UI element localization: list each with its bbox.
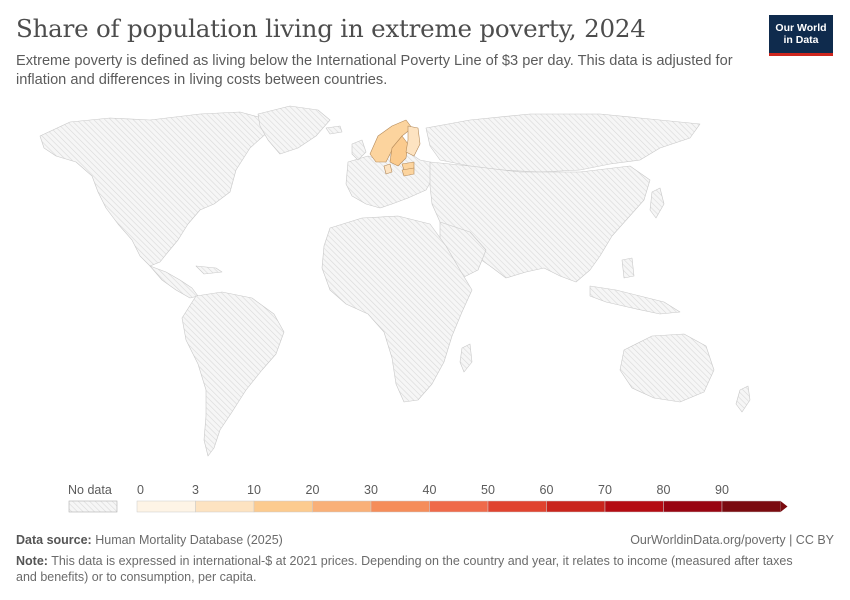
footer-link[interactable]: OurWorldinData.org/poverty | CC BY — [630, 533, 834, 547]
legend-tick-label: 30 — [364, 483, 378, 497]
chart-title: Share of population living in extreme po… — [16, 14, 646, 43]
region-finland[interactable] — [405, 125, 421, 157]
chart-subtitle: Extreme poverty is defined as living bel… — [16, 53, 733, 88]
map-legend: No data 0 3 10 20 30 40 50 60 70 80 90 — [68, 483, 788, 513]
note-label: Note: — [16, 554, 48, 568]
legend-tick-label: 10 — [247, 483, 261, 497]
region-africa[interactable] — [321, 215, 473, 403]
region-new-zealand[interactable] — [735, 385, 751, 413]
region-uk[interactable] — [351, 139, 367, 161]
legend-tick-label: 20 — [306, 483, 320, 497]
legend-bin[interactable] — [312, 500, 372, 513]
legend-bin[interactable] — [721, 500, 781, 513]
data-source-label: Data source: — [16, 533, 92, 547]
legend-bin[interactable] — [487, 500, 547, 513]
region-central-america[interactable] — [149, 265, 199, 299]
legend-bin[interactable] — [604, 500, 664, 513]
region-southeast-asia[interactable] — [589, 285, 681, 315]
legend-arrow-icon — [780, 501, 788, 512]
legend-no-data-swatch — [68, 500, 118, 513]
region-denmark[interactable] — [383, 163, 393, 175]
region-north-america[interactable] — [39, 111, 271, 267]
legend-tick-label: 50 — [481, 483, 495, 497]
legend-tick-label: 70 — [598, 483, 612, 497]
legend-tick-label: 0 — [137, 483, 144, 497]
logo-line-1: Our World — [775, 22, 827, 34]
data-source: Data source: Human Mortality Database (2… — [16, 533, 283, 547]
legend-tick-label: 60 — [540, 483, 554, 497]
world-map[interactable] — [0, 100, 850, 470]
region-south-america[interactable] — [181, 291, 285, 457]
region-russia[interactable] — [425, 113, 701, 173]
region-japan[interactable] — [649, 187, 665, 219]
region-australia[interactable] — [619, 333, 715, 403]
legend-no-data-label: No data — [68, 483, 112, 497]
legend-bin[interactable] — [136, 500, 196, 513]
region-greenland[interactable] — [257, 105, 331, 155]
legend-bin[interactable] — [663, 500, 723, 513]
region-philippines[interactable] — [621, 257, 635, 279]
region-sweden[interactable] — [389, 135, 409, 167]
region-iceland[interactable] — [325, 125, 343, 135]
footer-note: Note: This data is expressed in internat… — [16, 553, 816, 585]
legend-bin[interactable] — [429, 500, 489, 513]
region-caribbean[interactable] — [195, 265, 223, 275]
legend-tick-label: 40 — [423, 483, 437, 497]
region-lithuania[interactable] — [401, 167, 415, 177]
logo-line-2: in Data — [783, 34, 819, 46]
legend-bin[interactable] — [546, 500, 606, 513]
legend-bin[interactable] — [370, 500, 430, 513]
legend-bin[interactable] — [195, 500, 255, 513]
data-source-text: Human Mortality Database (2025) — [95, 533, 283, 547]
region-madagascar[interactable] — [459, 343, 473, 373]
owid-logo[interactable]: Our World in Data — [769, 15, 833, 56]
legend-tick-label: 3 — [192, 483, 199, 497]
legend-tick-label: 90 — [715, 483, 729, 497]
legend-bin[interactable] — [253, 500, 313, 513]
legend-tick-label: 80 — [657, 483, 671, 497]
note-text: This data is expressed in international-… — [16, 554, 793, 584]
